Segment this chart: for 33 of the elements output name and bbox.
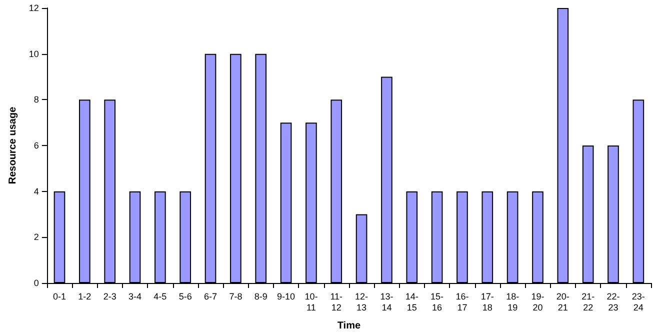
- x-tick-label: 9-10: [277, 292, 296, 302]
- x-tick-label: 4-5: [154, 292, 167, 302]
- y-tick-label: 0: [34, 278, 39, 288]
- y-tick-label: 8: [34, 94, 39, 105]
- x-tick-label: 18-19: [506, 292, 520, 312]
- x-tick-label: 21-22: [582, 292, 595, 312]
- x-tick-label: 14-15: [405, 292, 418, 312]
- y-tick-label: 4: [34, 186, 39, 196]
- x-tick-label: 13-14: [380, 292, 394, 312]
- x-tick-label: 20-21: [556, 292, 570, 312]
- x-tick-label: 16-17: [456, 292, 469, 312]
- y-axis-title: Resource usage: [8, 106, 18, 184]
- x-tick-label: 6-7: [204, 292, 218, 302]
- x-tick-label: 2-3: [103, 292, 116, 302]
- x-tick-label: 0-1: [52, 292, 66, 302]
- x-tick-label: 12-13: [355, 292, 368, 312]
- x-tick-label: 7-8: [229, 292, 242, 302]
- x-tick-label: 10-11: [304, 292, 318, 312]
- x-tick-label: 3-4: [128, 292, 142, 302]
- x-tick-label: 5-6: [178, 292, 192, 302]
- x-tick-label: 8-9: [254, 292, 268, 302]
- x-tick-label: 11-12: [330, 292, 343, 312]
- x-axis-title: Time: [337, 320, 361, 332]
- y-tick-label: 10: [28, 48, 39, 59]
- x-tick-label: 22-23: [606, 292, 620, 312]
- y-tick-label: 2: [34, 232, 39, 242]
- x-tick-label: 1-2: [78, 292, 92, 302]
- x-tick-label: 15-16: [430, 292, 444, 312]
- x-tick-label: 23-24: [632, 292, 645, 312]
- x-tick-label: 17-18: [480, 292, 494, 312]
- y-tick-label: 6: [34, 140, 39, 150]
- y-tick-label: 12: [28, 3, 39, 13]
- x-tick-label: 19-20: [531, 292, 544, 312]
